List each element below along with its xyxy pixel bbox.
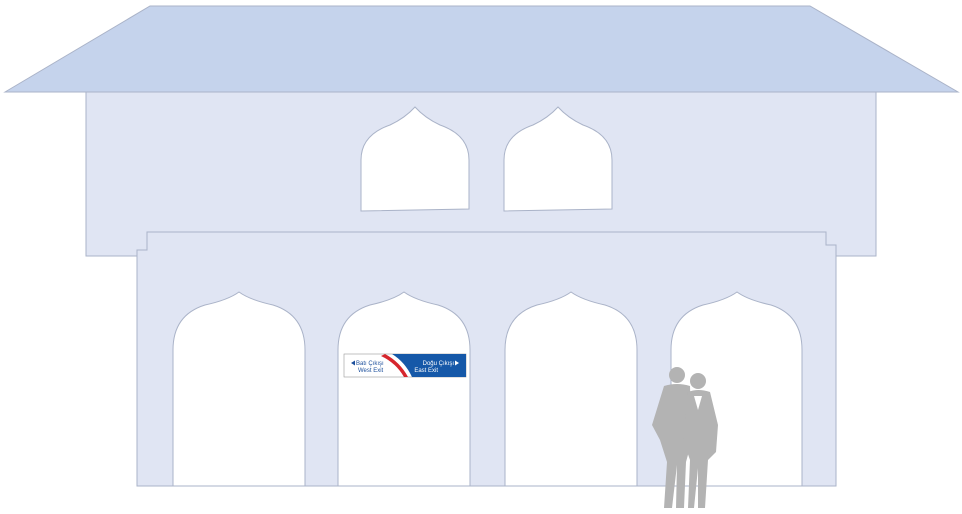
upper-window	[503, 106, 613, 212]
east-en: East Exit	[414, 368, 438, 374]
upper-window	[360, 106, 470, 212]
exit-sign: Batı Çıkışı West Exit Doğu Çıkışı East E…	[343, 353, 467, 378]
roof	[3, 5, 960, 93]
arch	[504, 291, 638, 487]
west-tr: Batı Çıkışı	[356, 361, 384, 367]
arch	[172, 291, 306, 487]
upper-wall	[85, 91, 877, 257]
arch	[337, 291, 471, 487]
arrow-right	[455, 360, 459, 366]
people-silhouette	[652, 367, 718, 508]
sign-blue	[392, 354, 466, 377]
west-en: West Exit	[358, 368, 384, 374]
sign-swoosh	[381, 354, 408, 377]
east-tr: Doğu Çıkışı	[423, 361, 455, 367]
arrow-left	[351, 360, 355, 366]
